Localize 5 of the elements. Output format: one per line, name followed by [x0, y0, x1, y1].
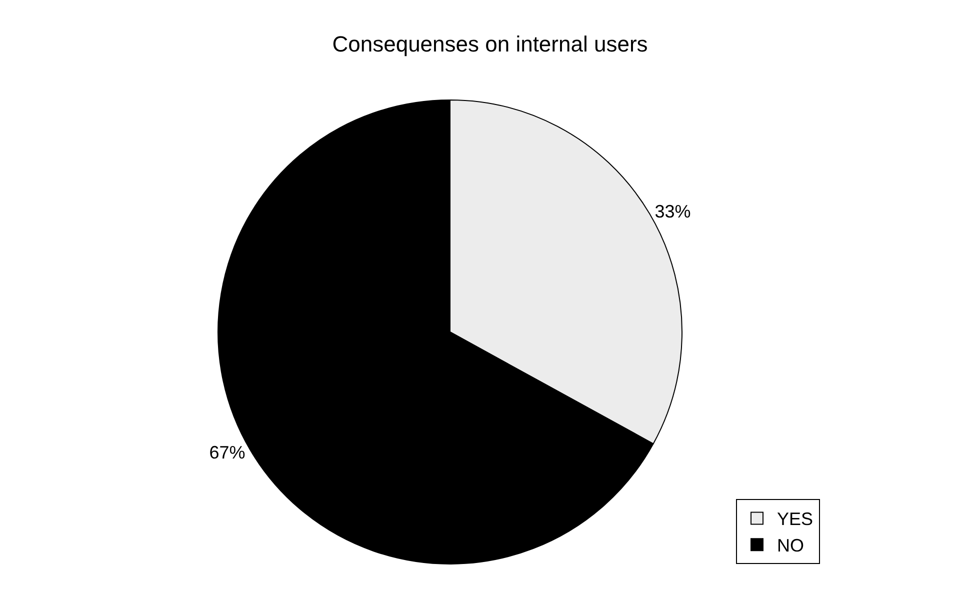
legend-label: NO	[777, 536, 804, 556]
data-label: 67%	[209, 442, 246, 463]
data-label: 33%	[654, 201, 691, 222]
legend-label: YES	[777, 509, 814, 530]
chart-title: Consequenses on internal users	[332, 32, 648, 57]
